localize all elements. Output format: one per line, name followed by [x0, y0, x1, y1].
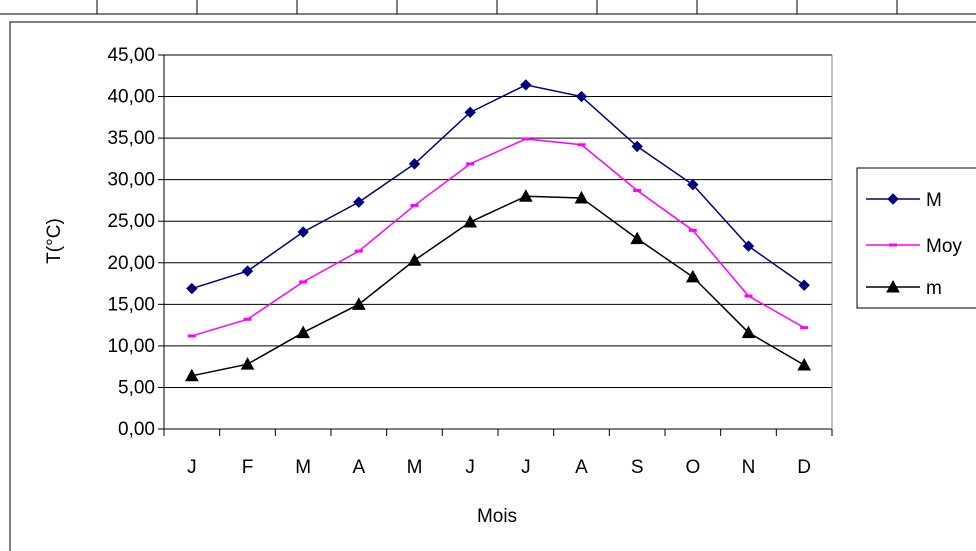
series-line: [191, 84, 805, 290]
legend-entry: M: [866, 190, 942, 211]
y-axis-title: T(°C): [44, 218, 65, 264]
data-point: [631, 140, 643, 153]
data-point: [240, 357, 255, 370]
data-point: [520, 79, 532, 91]
x-tick-label: O: [685, 457, 700, 478]
spreadsheet-cell-strip: [0, 0, 976, 15]
y-tick-label: 25,00: [107, 211, 155, 232]
data-point: [574, 190, 589, 204]
y-tick-label: 15,00: [107, 294, 155, 315]
x-tick-label: J: [465, 457, 475, 478]
data-point: [297, 226, 309, 238]
data-point: [299, 280, 308, 284]
data-point: [800, 326, 809, 330]
data-point: [521, 137, 530, 141]
data-point: [798, 279, 810, 291]
data-point: [886, 279, 900, 293]
x-tick-label: M: [407, 457, 423, 478]
x-axis-title: Mois: [477, 506, 517, 527]
data-point: [407, 253, 422, 266]
legend-label: M: [926, 190, 942, 211]
x-tick-label: M: [295, 457, 311, 478]
y-tick-label: 40,00: [107, 87, 155, 108]
data-point: [742, 240, 755, 252]
data-point: [463, 215, 478, 228]
x-tick-label: S: [631, 457, 644, 478]
data-point: [243, 317, 252, 321]
y-tick-label: 10,00: [107, 336, 155, 357]
data-point: [296, 325, 311, 339]
x-tick-label: N: [742, 457, 756, 478]
data-point: [685, 269, 700, 283]
x-tick-label: A: [575, 457, 588, 478]
legend-label: Moy: [926, 236, 962, 257]
data-point: [186, 282, 198, 295]
series-line: [191, 195, 805, 377]
data-point: [354, 249, 363, 253]
data-point: [575, 90, 588, 103]
data-point: [744, 294, 753, 298]
y-tick-label: 30,00: [107, 170, 155, 191]
data-point: [187, 334, 196, 338]
y-tick-label: 45,00: [107, 45, 155, 66]
x-tick-label: J: [521, 457, 531, 478]
legend-label: m: [926, 278, 942, 299]
y-tick-label: 5,00: [118, 377, 155, 398]
x-tick-label: F: [242, 457, 254, 478]
data-point: [741, 325, 756, 339]
data-point: [889, 243, 897, 247]
data-point: [241, 265, 254, 277]
data-point: [408, 158, 421, 170]
series-layer: [184, 79, 812, 382]
series-M: [186, 79, 810, 295]
legend-entry: m: [866, 278, 942, 299]
data-point: [466, 162, 475, 166]
data-point: [184, 368, 199, 382]
chart-frame: [9, 21, 976, 551]
x-tick-label: J: [187, 457, 197, 478]
legend-entry: Moy: [866, 236, 962, 257]
data-point: [630, 231, 645, 245]
legend: M Moy m: [856, 167, 976, 309]
legend-box: [856, 167, 976, 309]
y-axis-ticks: 0,00 5,00 10,00 15,00 20,00 25,00 30,00 35,00 40…: [107, 45, 164, 440]
data-point: [633, 188, 642, 192]
y-tick-label: 0,00: [118, 419, 155, 440]
series-m: [184, 189, 812, 382]
y-tick-label: 35,00: [107, 128, 155, 149]
series-line: [191, 138, 805, 337]
data-point: [518, 189, 533, 202]
data-point: [797, 357, 812, 371]
x-tick-label: D: [797, 457, 811, 478]
x-tick-label: A: [352, 457, 365, 478]
data-point: [464, 106, 476, 119]
y-tick-label: 20,00: [107, 253, 155, 274]
data-point: [353, 196, 365, 208]
data-point: [687, 178, 699, 191]
series-Moy: [187, 137, 809, 338]
data-point: [410, 203, 419, 207]
data-point: [887, 193, 899, 205]
data-point: [577, 143, 586, 147]
data-point: [688, 228, 697, 232]
data-point: [351, 297, 366, 310]
